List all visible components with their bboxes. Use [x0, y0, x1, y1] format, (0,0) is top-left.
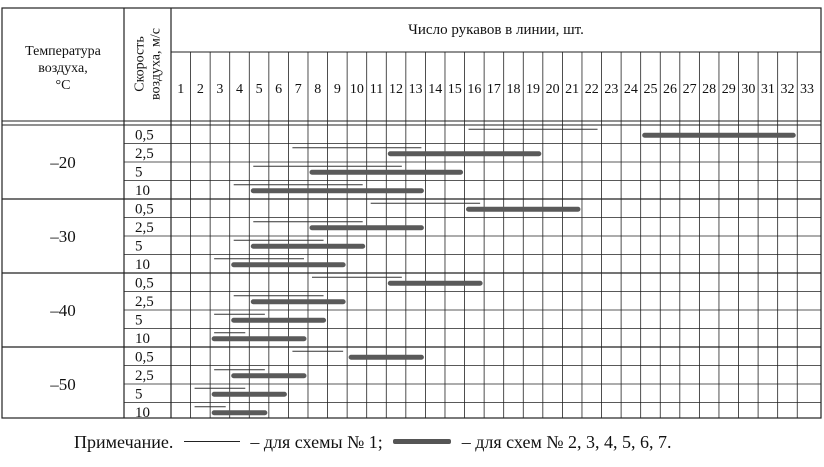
speed-value: 10	[135, 183, 150, 199]
sleeve-number-label: 9	[334, 82, 341, 97]
speed-value: 5	[135, 239, 143, 255]
sleeve-number-label: 12	[389, 82, 403, 97]
temperature-header-label: Температура	[25, 44, 102, 59]
sleeve-number-label: 10	[350, 82, 364, 97]
speed-value: 10	[135, 331, 150, 347]
thin-line-legend-swatch	[183, 441, 240, 443]
sleeve-number-label: 1	[177, 82, 184, 97]
legend-scheme1-text: – для схемы № 1;	[250, 432, 383, 452]
sleeve-number-label: 22	[585, 82, 599, 97]
speed-value: 5	[135, 313, 143, 329]
speed-value: 0,5	[135, 128, 154, 144]
speed-value: 2,5	[135, 294, 154, 310]
speed-value: 10	[135, 405, 150, 421]
sleeve-number-label: 28	[702, 82, 716, 97]
sleeve-number-label: 20	[546, 82, 560, 97]
sleeve-number-label: 17	[487, 82, 501, 97]
sleeve-number-label: 16	[467, 82, 481, 97]
table-grid	[1, 7, 822, 419]
sleeve-number-label: 8	[314, 82, 321, 97]
sleeve-number-label: 4	[236, 82, 243, 97]
legend-schemes-text: – для схем № 2, 3, 4, 5, 6, 7.	[461, 432, 672, 452]
sleeve-number-label: 23	[604, 82, 618, 97]
temperature-header-label: воздуха,	[38, 61, 87, 76]
sleeve-number-label: 31	[761, 82, 775, 97]
legend-prefix: Примечание.	[74, 432, 174, 452]
speed-value: 5	[135, 165, 143, 181]
speed-header-label: воздуха, м/с	[149, 28, 164, 100]
sleeve-number-label: 18	[506, 82, 520, 97]
sleeve-number-label: 33	[800, 82, 814, 97]
speed-value: 2,5	[135, 220, 154, 236]
speed-value: 0,5	[135, 202, 154, 218]
temperature-header-label: °С	[56, 78, 71, 93]
sleeve-number-label: 13	[409, 82, 423, 97]
sleeve-number-label: 2	[197, 82, 204, 97]
table-frame	[1, 7, 822, 419]
speed-value: 5	[135, 387, 143, 403]
sleeve-number-label: 24	[624, 82, 638, 97]
sleeve-number-label: 5	[256, 82, 263, 97]
speed-value: 0,5	[135, 350, 154, 366]
sleeve-count-table: Температура воздуха, °С Скорость воздуха, м/…	[1, 7, 822, 421]
speed-value: 0,5	[135, 276, 154, 292]
sleeve-number-label: 11	[370, 82, 383, 97]
speed-value: 10	[135, 257, 150, 273]
speed-header-label: Скорость	[133, 36, 148, 92]
temperature-value: –20	[49, 153, 76, 172]
sleeve-number-label: 25	[643, 82, 657, 97]
speed-value: 2,5	[135, 368, 154, 384]
sleeve-number-label: 19	[526, 82, 540, 97]
sleeve-number-label: 21	[565, 82, 579, 97]
speed-value: 2,5	[135, 146, 154, 162]
table-text: Температура воздуха, °С Скорость воздуха, м/…	[25, 22, 814, 421]
temperature-value: –30	[49, 227, 76, 246]
sleeve-number-label: 27	[683, 82, 697, 97]
thick-line-legend-swatch	[393, 439, 452, 445]
sleeves-header-title: Число рукавов в линии, шт.	[408, 22, 584, 38]
temperature-value: –40	[49, 301, 76, 320]
sleeve-number-label: 30	[741, 82, 755, 97]
sleeve-number-label: 32	[780, 82, 794, 97]
sleeve-number-label: 7	[295, 82, 302, 97]
legend-note: Примечание. – для схемы № 1; – для схем …	[74, 432, 672, 453]
sleeve-number-label: 14	[428, 82, 442, 97]
sleeve-number-label: 26	[663, 82, 677, 97]
sleeve-number-label: 6	[275, 82, 282, 97]
range-bars	[194, 128, 796, 416]
sleeve-number-label: 3	[216, 82, 223, 97]
sleeve-number-label: 15	[448, 82, 462, 97]
sleeve-number-label: 29	[722, 82, 736, 97]
temperature-value: –50	[49, 375, 76, 394]
